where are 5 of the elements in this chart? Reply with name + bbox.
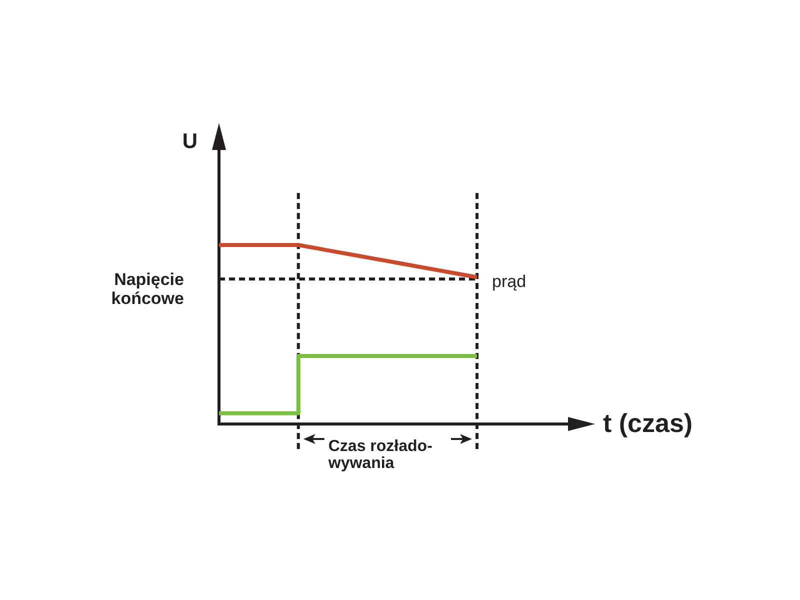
text: prąd (492, 272, 526, 292)
x-axis-title: t (czas) (603, 408, 693, 438)
y-axis-title: U (182, 130, 198, 153)
text: Czas rozłado- wywania (327, 438, 432, 472)
ref-line-label: Napięcie końcowe (111, 270, 184, 308)
